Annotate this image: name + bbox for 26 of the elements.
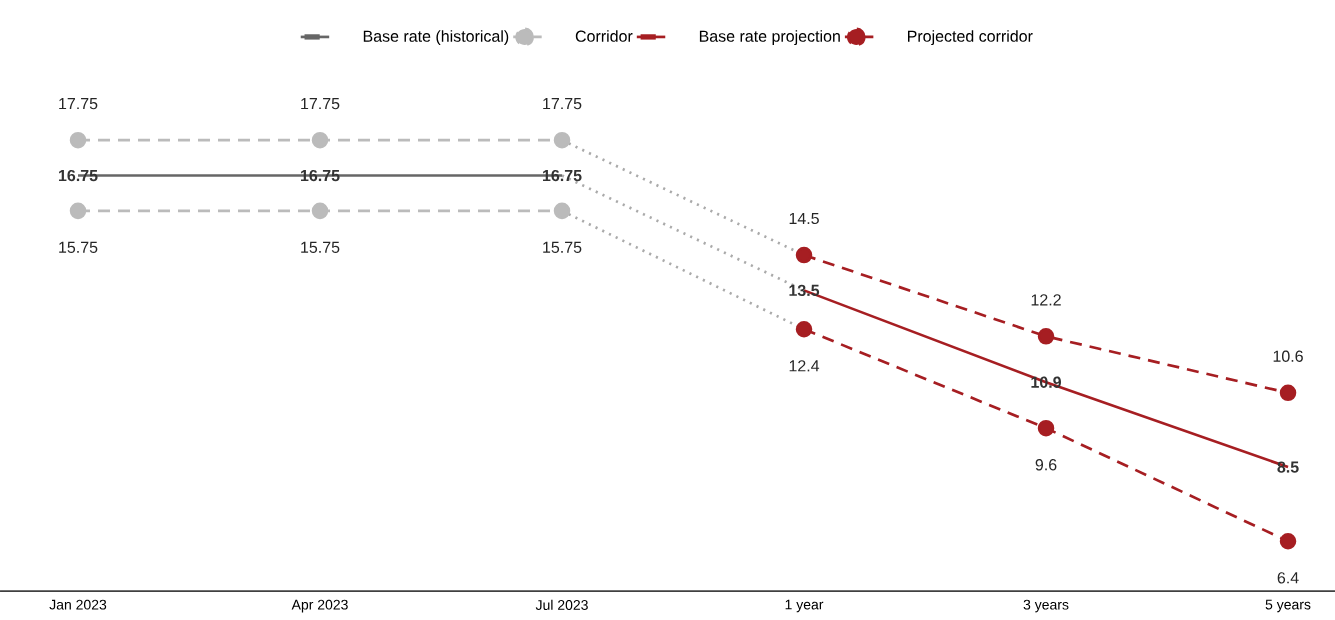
legend-label: Projected corridor (908, 30, 1033, 46)
data-label: 16.75 (543, 169, 582, 182)
data-label: 16.75 (58, 169, 98, 182)
data-label: 10.6 (1273, 350, 1303, 362)
data-label: 17.75 (59, 98, 98, 110)
data-label: 6.4 (1277, 572, 1299, 584)
data-label: 13.5 (789, 284, 820, 297)
x-tick-label: 1 year (785, 599, 824, 613)
data-label: 12.2 (1031, 294, 1061, 306)
data-label: 17.75 (543, 98, 582, 110)
data-label: 9.6 (1035, 459, 1057, 471)
legend-label: Base rate (historical) (363, 30, 509, 46)
data-label: 8.5 (1277, 461, 1299, 473)
data-label: 14.5 (789, 212, 819, 225)
data-label: 15.75 (59, 241, 98, 253)
x-tick-label: 3 years (1023, 599, 1069, 613)
data-label: 15.75 (301, 241, 340, 253)
legend-label: Corridor (575, 30, 633, 42)
data-label: 15.75 (543, 241, 582, 253)
x-tick-label: Jul 2023 (535, 599, 588, 610)
x-tick-label: Jan 2023 (49, 599, 107, 610)
legend-label: Base rate projection (699, 30, 840, 46)
data-label: 17.75 (301, 98, 340, 110)
x-tick-label: Apr 2023 (291, 599, 348, 613)
x-tick-label: 5 years (1265, 599, 1311, 613)
data-label: 12.4 (789, 360, 820, 372)
